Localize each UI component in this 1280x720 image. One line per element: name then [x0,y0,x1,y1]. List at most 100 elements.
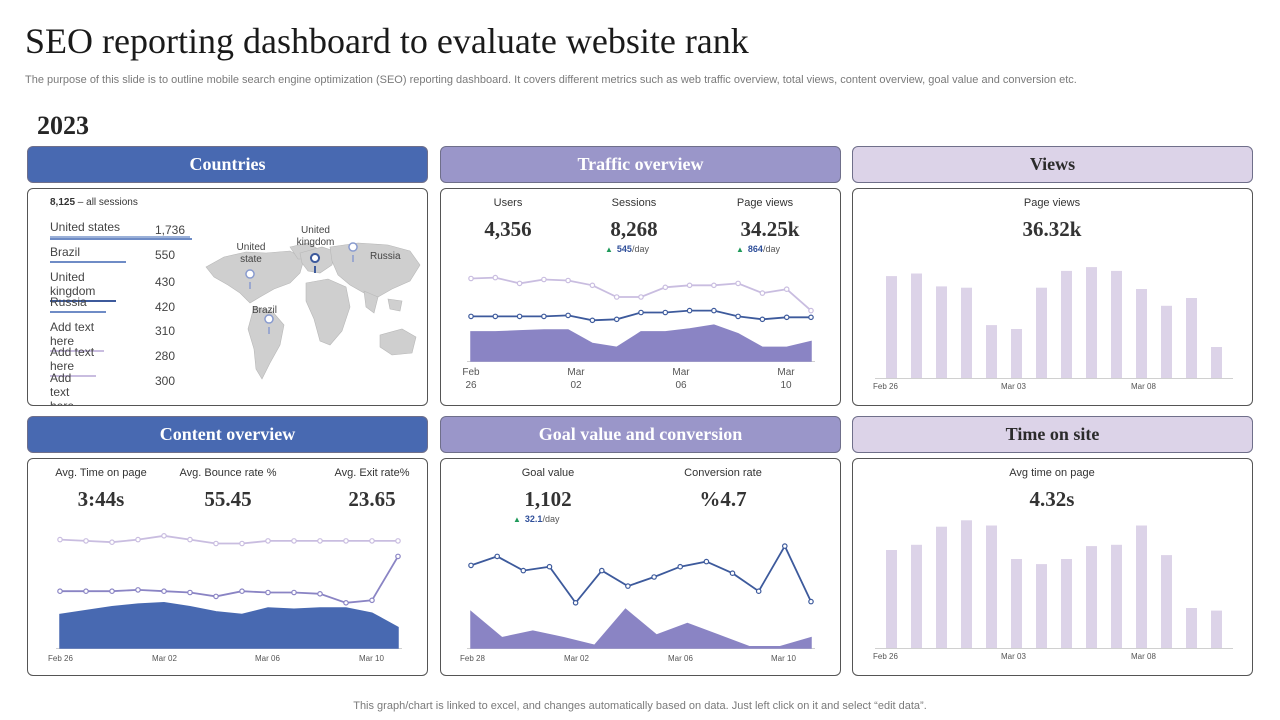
country-name-row5: Add text here [50,320,104,352]
map-label-russia: Russia [370,251,401,262]
views-label: Page views [1023,197,1081,209]
world-map [205,242,421,380]
content-chart: Feb 26 Mar 02 Mar 06 Mar 10 [48,533,402,663]
goal-tick-1: Mar 02 [564,654,589,663]
goal-point-goal-value-5 [599,567,605,574]
traffic-tick-0: Feb 26 [462,367,480,391]
content-point-avg-bounce-rate-13 [395,553,401,560]
content-point-avg-bounce-rate-11 [343,600,349,606]
content-point-avg-exit-rate-7 [239,540,245,547]
country-value-row6: 280 [155,349,176,363]
traffic-point-page-views-0 [468,275,474,282]
content-point-avg-exit-rate-12 [369,538,375,544]
time-on-page-label: Avg. Time on page [55,467,147,479]
traffic-tick-2: Mar 06 [672,367,690,391]
goal-header: Goal value and conversion [440,416,841,453]
goal-value-value: 1,102 [524,487,572,511]
content-point-avg-exit-rate-10 [317,538,323,544]
time-bar-7 [1061,559,1072,648]
traffic-point-sessions-3 [541,313,547,320]
pin-russia-icon [348,242,358,262]
sessions-label: Sessions [611,197,657,209]
content-point-avg-bounce-rate-9 [291,589,297,596]
country-name-us: United states [50,220,190,238]
content-point-avg-bounce-rate-7 [239,588,245,595]
goal-point-goal-value-12 [781,543,788,549]
traffic-point-page-views-11 [735,280,741,287]
traffic-point-sessions-13 [783,314,790,321]
traffic-point-page-views-6 [613,294,620,300]
content-line-avg-bounce-rate [60,555,399,604]
footer-note: This graph/chart is linked to excel, and… [353,700,927,712]
content-point-avg-exit-rate-4 [161,533,167,539]
country-value-us: 1,736 [155,223,186,237]
content-header: Content overview [27,416,428,453]
traffic-area-users [470,324,812,362]
traffic-point-page-views-1 [492,274,499,281]
views-chart: Feb 26 Mar 03 Mar 08 [873,267,1233,391]
map-label-brazil: Brazil [252,305,278,316]
conversion-rate-value: %4.7 [699,487,747,511]
time-bar-3 [961,520,972,648]
pin-us-icon [245,269,255,289]
up-triangle-icon: ▲ [605,245,613,254]
views-bar-10 [1136,289,1147,378]
goal-line-goal-value [470,544,812,605]
map-africa [305,278,351,346]
time-bar-5 [1011,559,1022,648]
goal-point-goal-value-0 [468,562,474,569]
time-bar-4 [986,525,997,648]
sessions-total: 8,125 – all sessions [50,197,138,208]
countries-panel: 8,125 – all sessions United states 1,736… [27,188,428,406]
map-australia [379,328,417,356]
traffic-header: Traffic overview [440,146,841,183]
goal-tick-2: Mar 06 [668,654,693,663]
country-value-row5: 310 [155,324,176,338]
time-bar-6 [1036,564,1047,648]
page-title: SEO reporting dashboard to evaluate webs… [25,21,749,61]
views-bar-13 [1211,347,1222,378]
country-name-russia: Russia [50,295,106,313]
country-value-uk: 430 [155,275,176,289]
map-south-america [247,306,285,380]
traffic-point-page-views-8 [662,284,669,291]
time-bar-8 [1086,546,1097,648]
views-bar-12 [1186,298,1197,378]
views-tick-2: Mar 08 [1131,382,1156,391]
content-point-avg-exit-rate-1 [83,538,89,544]
content-line-avg-exit-rate [59,534,398,545]
bounce-rate-label: Avg. Bounce rate % [179,467,277,479]
traffic-point-page-views-3 [541,276,547,283]
bounce-rate-value: 55.45 [204,487,252,511]
goal-point-goal-value-8 [677,563,684,570]
views-bar-8 [1086,267,1097,378]
traffic-tick-3: Mar 10 [777,367,795,391]
time-on-page-value: 3:44s [77,487,125,511]
traffic-point-sessions-0 [468,313,474,320]
map-india [363,290,379,314]
goal-point-goal-value-2 [520,567,527,574]
goal-point-goal-value-3 [546,563,553,570]
pageviews-delta: ▲ 864/day [736,244,780,254]
views-bar-1 [911,273,922,378]
goal-point-goal-value-4 [572,600,579,606]
sessions-total-value: 8,125 [50,197,76,208]
goal-area-conversion-rate [470,608,812,649]
traffic-chart: Feb 26 Mar 02 Mar 06 Mar 10 [462,274,815,391]
map-se-asia [387,298,403,312]
country-name-row7: Add text here [50,371,90,405]
traffic-point-page-views-14 [808,307,814,314]
sessions-total-label: – all sessions [75,197,138,208]
content-point-avg-exit-rate-8 [265,538,271,544]
time-bar-0 [886,550,897,648]
views-tick-0: Feb 26 [873,382,898,391]
content-area-avg-time-on-page [59,602,399,649]
time-bar-10 [1136,525,1147,648]
goal-value-delta: ▲ 32.1/day [513,514,560,524]
content-point-avg-exit-rate-3 [135,536,141,543]
traffic-point-sessions-4 [565,312,571,319]
content-point-avg-bounce-rate-4 [161,588,167,595]
views-bar-11 [1161,305,1172,378]
country-bar-us [50,238,192,240]
traffic-point-page-views-5 [589,282,596,289]
